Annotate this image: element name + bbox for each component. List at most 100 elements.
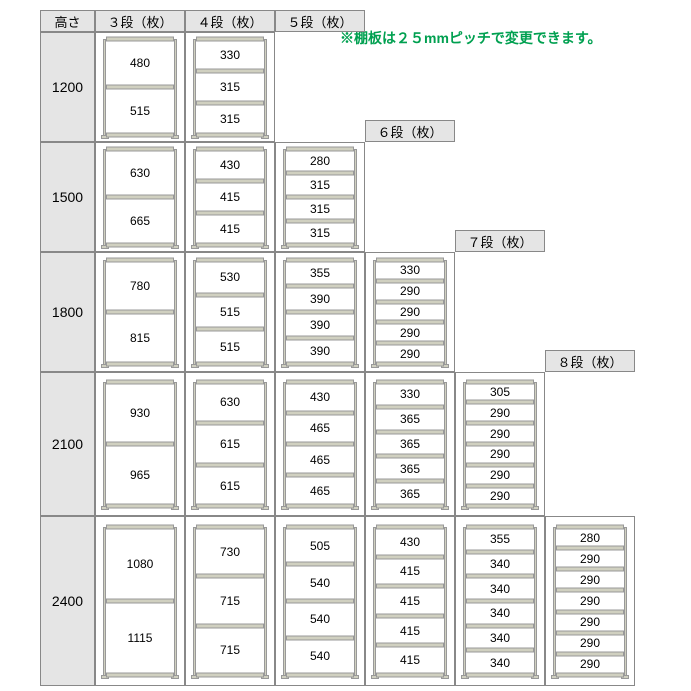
shelf-gap-value: 365 bbox=[373, 488, 447, 500]
shelf-gap-value: 715 bbox=[193, 644, 267, 656]
shelf-gap-value: 465 bbox=[283, 485, 357, 497]
shelf-gap-value: 365 bbox=[373, 413, 447, 425]
shelf-gap-value: 530 bbox=[193, 271, 267, 283]
shelf-gap-value: 340 bbox=[463, 583, 537, 595]
shelf-gap-value: 1080 bbox=[103, 558, 177, 570]
shelf-gap-value: 290 bbox=[373, 327, 447, 339]
shelf-gap-value: 615 bbox=[193, 480, 267, 492]
shelf-gap-value: 290 bbox=[373, 285, 447, 297]
shelf-gap-value: 965 bbox=[103, 469, 177, 481]
cell-2400-6: 430415415415415 bbox=[365, 516, 455, 686]
cell-1200-4: 330315315 bbox=[185, 32, 275, 142]
shelf-gap-value: 415 bbox=[193, 191, 267, 203]
shelf-gap-value: 340 bbox=[463, 607, 537, 619]
shelf-gap-value: 290 bbox=[553, 658, 627, 670]
shelf-gap-value: 430 bbox=[283, 391, 357, 403]
shelf-gap-value: 315 bbox=[283, 179, 357, 191]
cell-2100-4: 630 615 615 bbox=[185, 372, 275, 516]
shelf-gap-value: 390 bbox=[283, 345, 357, 357]
cell-2400-7: 355 340 340 340 340 340 bbox=[455, 516, 545, 686]
cell-2400-3: 1080 1115 bbox=[95, 516, 185, 686]
shelf-gap-value: 515 bbox=[193, 306, 267, 318]
cell-1500-5: 280 315 315 315 bbox=[275, 142, 365, 252]
header-col-5: ５段（枚） bbox=[275, 10, 365, 32]
shelf-gap-value: 465 bbox=[283, 422, 357, 434]
shelf-gap-value: 630 bbox=[193, 396, 267, 408]
shelf-gap-value: 415 bbox=[373, 625, 447, 637]
shelf-gap-value: 390 bbox=[283, 293, 357, 305]
shelf-gap-value: 615 bbox=[193, 438, 267, 450]
header-col-6: ６段（枚） bbox=[365, 120, 455, 142]
shelf-gap-value: 1115 bbox=[103, 632, 177, 644]
shelf-gap-value: 280 bbox=[553, 532, 627, 544]
shelf-gap-value: 290 bbox=[553, 553, 627, 565]
cell-1500-3: 630 665 bbox=[95, 142, 185, 252]
shelf-gap-value: 290 bbox=[553, 574, 627, 586]
row-height-1200: 1200 bbox=[40, 32, 95, 142]
shelf-gap-value: 480 bbox=[103, 57, 177, 69]
shelf-gap-value: 355 bbox=[283, 267, 357, 279]
row-height-2400: 2400 bbox=[40, 516, 95, 686]
shelf-gap-value: 355 bbox=[463, 533, 537, 545]
cell-2400-8: 280290290290290290290 bbox=[545, 516, 635, 686]
shelf-gap-value: 465 bbox=[283, 454, 357, 466]
shelf-gap-value: 365 bbox=[373, 438, 447, 450]
shelf-gap-value: 290 bbox=[463, 490, 537, 502]
shelf-gap-value: 290 bbox=[463, 469, 537, 481]
shelf-gap-value: 415 bbox=[373, 565, 447, 577]
shelf-gap-value: 315 bbox=[283, 203, 357, 215]
shelf-gap-value: 415 bbox=[193, 223, 267, 235]
cell-2400-4: 730715715 bbox=[185, 516, 275, 686]
cell-2100-6: 330 365 365 365 365 bbox=[365, 372, 455, 516]
shelf-gap-value: 415 bbox=[373, 654, 447, 666]
cell-2400-5: 505 540 540 540 bbox=[275, 516, 365, 686]
cell-1200-3: 480 515 bbox=[95, 32, 185, 142]
shelf-gap-value: 365 bbox=[373, 463, 447, 475]
shelf-gap-value: 390 bbox=[283, 319, 357, 331]
shelf-gap-value: 290 bbox=[553, 637, 627, 649]
shelf-gap-value: 430 bbox=[193, 159, 267, 171]
row-height-2100: 2100 bbox=[40, 372, 95, 516]
row-height-1500: 1500 bbox=[40, 142, 95, 252]
shelf-gap-value: 280 bbox=[283, 155, 357, 167]
shelf-gap-value: 340 bbox=[463, 657, 537, 669]
shelf-gap-value: 330 bbox=[193, 49, 267, 61]
cell-2100-3: 930965 bbox=[95, 372, 185, 516]
shelf-gap-value: 290 bbox=[463, 448, 537, 460]
shelf-gap-value: 665 bbox=[103, 215, 177, 227]
shelf-gap-value: 515 bbox=[193, 341, 267, 353]
shelf-gap-value: 315 bbox=[283, 227, 357, 239]
shelf-gap-value: 815 bbox=[103, 332, 177, 344]
cell-1500-4: 430 415 415 bbox=[185, 142, 275, 252]
cell-1800-5: 355 390 390 390 bbox=[275, 252, 365, 372]
shelf-gap-value: 505 bbox=[283, 540, 357, 552]
shelf-gap-value: 340 bbox=[463, 632, 537, 644]
shelf-gap-value: 540 bbox=[283, 613, 357, 625]
shelf-gap-value: 340 bbox=[463, 558, 537, 570]
header-height: 高さ bbox=[40, 10, 95, 32]
cell-2100-5: 430 465 465 465 bbox=[275, 372, 365, 516]
header-col-7: ７段（枚） bbox=[455, 230, 545, 252]
shelf-gap-value: 290 bbox=[463, 407, 537, 419]
shelf-gap-value: 515 bbox=[103, 105, 177, 117]
shelf-gap-value: 730 bbox=[193, 546, 267, 558]
shelf-gap-value: 315 bbox=[193, 81, 267, 93]
shelf-gap-value: 330 bbox=[373, 388, 447, 400]
header-col-3: ３段（枚） bbox=[95, 10, 185, 32]
shelf-gap-value: 430 bbox=[373, 536, 447, 548]
shelf-gap-value: 290 bbox=[463, 428, 537, 440]
shelf-gap-value: 290 bbox=[373, 348, 447, 360]
cell-1800-3: 780815 bbox=[95, 252, 185, 372]
cell-1800-6: 330290290290290 bbox=[365, 252, 455, 372]
shelf-gap-value: 290 bbox=[553, 616, 627, 628]
shelf-gap-value: 305 bbox=[463, 386, 537, 398]
header-col-4: ４段（枚） bbox=[185, 10, 275, 32]
shelf-gap-value: 630 bbox=[103, 167, 177, 179]
pitch-note: ※棚板は２５mmピッチで変更できます。 bbox=[340, 28, 602, 48]
shelf-gap-value: 290 bbox=[373, 306, 447, 318]
shelf-gap-value: 540 bbox=[283, 650, 357, 662]
row-height-1800: 1800 bbox=[40, 252, 95, 372]
cell-2100-7: 305 290 290 290 290 290 bbox=[455, 372, 545, 516]
shelf-gap-value: 540 bbox=[283, 577, 357, 589]
header-col-8: ８段（枚） bbox=[545, 350, 635, 372]
